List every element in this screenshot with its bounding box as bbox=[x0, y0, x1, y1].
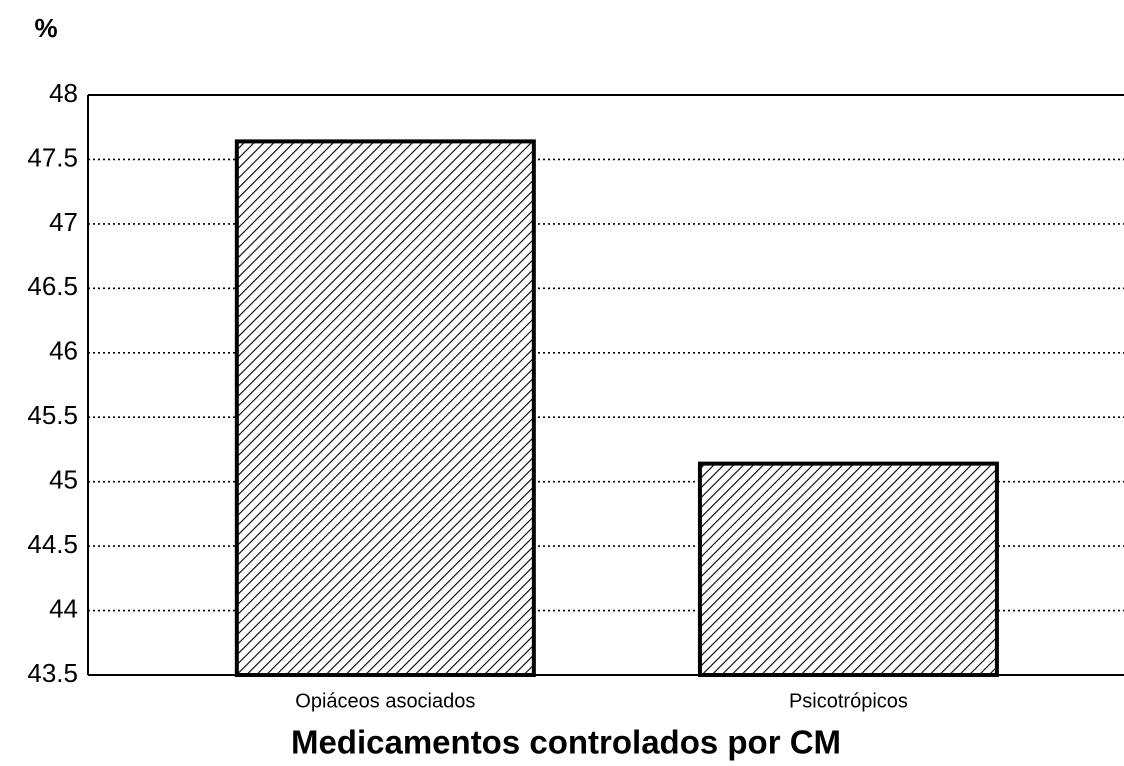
y-tick-label: 47.5 bbox=[27, 142, 78, 172]
x-tick-label: Opiáceos asociados bbox=[295, 690, 475, 712]
x-tick-label: Psicotrópicos bbox=[789, 690, 908, 712]
y-tick-label: 46.5 bbox=[27, 271, 78, 301]
y-tick-label: 44 bbox=[49, 593, 78, 623]
y-tick-label: 48 bbox=[49, 78, 78, 108]
y-axis-label: % bbox=[34, 13, 57, 43]
y-tick-label: 45 bbox=[49, 465, 78, 495]
x-axis-title: Medicamentos controlados por CM bbox=[291, 724, 841, 761]
y-tick-label: 45.5 bbox=[27, 400, 78, 430]
y-tick-label: 46 bbox=[49, 336, 78, 366]
bar bbox=[697, 461, 999, 677]
y-tick-label: 47 bbox=[49, 207, 78, 237]
bar bbox=[234, 139, 536, 677]
y-tick-label: 44.5 bbox=[27, 529, 78, 559]
y-tick-label: 43.5 bbox=[27, 658, 78, 688]
